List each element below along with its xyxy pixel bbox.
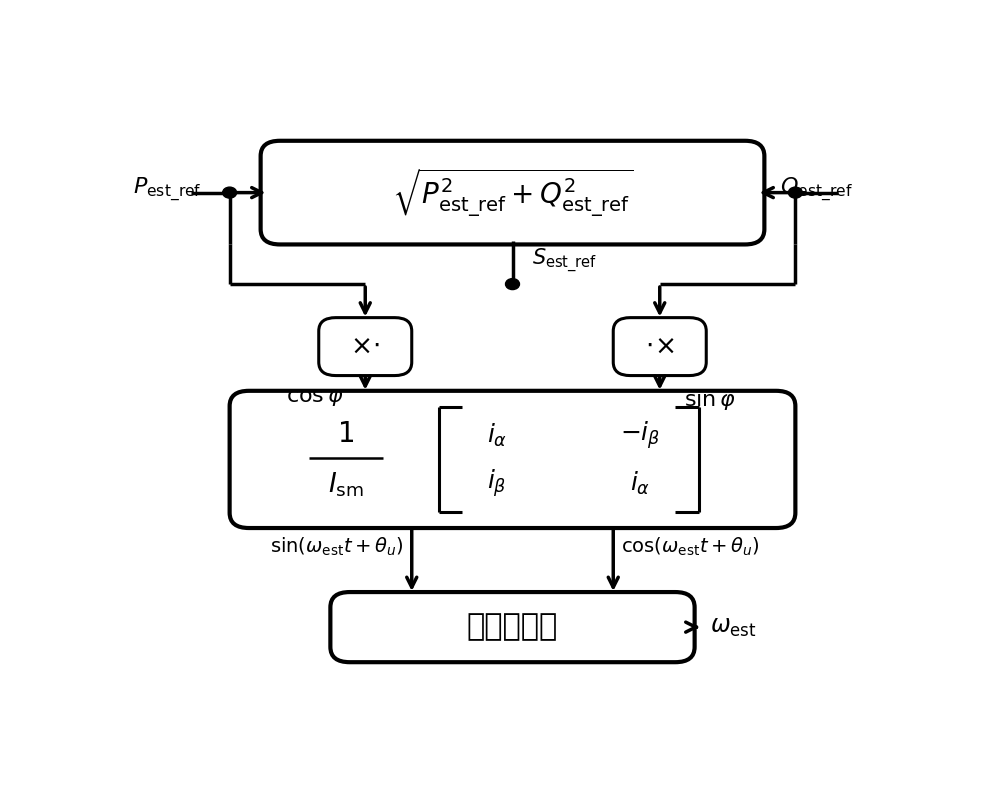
Text: $\sin\varphi$: $\sin\varphi$	[684, 388, 736, 412]
Text: $\sin(\omega_{\mathrm{est}}t+\theta_u)$: $\sin(\omega_{\mathrm{est}}t+\theta_u)$	[270, 536, 404, 558]
FancyBboxPatch shape	[261, 141, 764, 245]
Text: $\cos(\omega_{\mathrm{est}}t+\theta_u)$: $\cos(\omega_{\mathrm{est}}t+\theta_u)$	[621, 536, 760, 558]
Text: $\omega_{\mathrm{est}}$: $\omega_{\mathrm{est}}$	[710, 615, 757, 639]
Circle shape	[788, 187, 802, 198]
Text: $\sqrt{P^2_{\mathrm{est\_ref}}+Q^2_{\mathrm{est\_ref}}}$: $\sqrt{P^2_{\mathrm{est\_ref}}+Q^2_{\mat…	[392, 166, 633, 219]
Circle shape	[223, 187, 237, 198]
FancyBboxPatch shape	[613, 318, 706, 375]
Text: 角频率计算: 角频率计算	[467, 613, 558, 642]
Text: $1$: $1$	[337, 420, 354, 447]
Text: $i_{\alpha}$: $i_{\alpha}$	[630, 470, 650, 497]
Text: $I_{\mathrm{sm}}$: $I_{\mathrm{sm}}$	[328, 470, 364, 499]
Circle shape	[506, 279, 519, 290]
Text: $-i_{\beta}$: $-i_{\beta}$	[620, 420, 661, 451]
Text: $i_{\beta}$: $i_{\beta}$	[487, 467, 507, 499]
FancyBboxPatch shape	[319, 318, 412, 375]
Text: $\cdot\!\times$: $\cdot\!\times$	[645, 333, 675, 360]
FancyBboxPatch shape	[330, 592, 695, 662]
FancyBboxPatch shape	[230, 390, 795, 528]
Text: $\times\!\cdot$: $\times\!\cdot$	[350, 333, 380, 360]
Text: $Q_{\mathrm{est\_ref}}$: $Q_{\mathrm{est\_ref}}$	[780, 175, 853, 204]
Text: $P_{\mathrm{est\_ref}}$: $P_{\mathrm{est\_ref}}$	[133, 175, 201, 204]
Text: $i_{\alpha}$: $i_{\alpha}$	[487, 422, 507, 449]
Text: $\cos\varphi$: $\cos\varphi$	[286, 388, 344, 408]
Text: $S_{\mathrm{est\_ref}}$: $S_{\mathrm{est\_ref}}$	[532, 246, 597, 275]
